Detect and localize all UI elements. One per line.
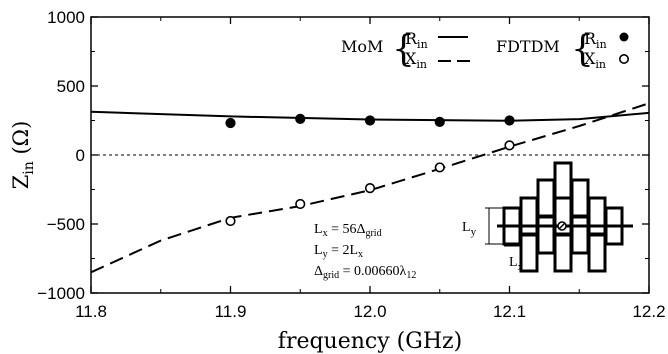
patch	[553, 233, 573, 273]
patch	[553, 161, 573, 201]
legend-group-mom: MoM	[341, 37, 383, 56]
legend-entry-mom-xin: Xin	[405, 49, 427, 71]
y-axis-label: Zin (Ω)	[9, 121, 37, 190]
fdtdm-xin-point	[295, 198, 306, 210]
x-tick-label: 12.2	[632, 302, 665, 321]
fdtdm-xin-point	[434, 162, 445, 173]
annotation-lx: Lx = 56Δgrid	[314, 222, 382, 239]
legend-entry-fdtdm-rin: Rin	[584, 29, 607, 51]
legend-entry-fdtdm-xin: Xin	[584, 49, 606, 71]
patch	[587, 233, 607, 273]
legend-open-marker	[618, 53, 629, 64]
legend-entry-mom-rin: Rin	[405, 29, 428, 51]
patch	[587, 196, 607, 236]
fdtdm-rin-point	[364, 115, 376, 126]
fdtdm-rin-point	[295, 113, 306, 124]
patch	[536, 215, 556, 255]
fdtdm-rin-point	[504, 115, 515, 126]
y-tick-label: −1000	[37, 284, 85, 303]
inset-label-ly: Ly	[462, 220, 477, 238]
legend-brace-mom: {	[392, 29, 415, 70]
patch	[519, 196, 539, 236]
y-tick-label: 500	[57, 77, 85, 96]
patch	[570, 215, 590, 255]
annotation-ly: Ly = 2Lx	[314, 243, 363, 260]
x-tick-label: 11.8	[75, 302, 107, 321]
legend-group-fdtdm: FDTDM	[496, 37, 560, 56]
antenna-inset-diagram	[485, 161, 633, 273]
x-tick-label: 12.1	[493, 302, 526, 321]
fdtdm-rin-point	[225, 117, 236, 129]
patch	[519, 233, 539, 273]
series-line-mom-xin	[90, 102, 650, 274]
legend: MoM { Rin Xin FDTDM { Rin Xin	[341, 29, 629, 71]
y-tick-label: 0	[76, 146, 85, 165]
legend-filled-marker	[619, 32, 629, 42]
patch	[570, 178, 590, 218]
fdtdm-xin-point	[225, 215, 236, 227]
fdtdm-rin-point	[434, 116, 445, 127]
legend-brace-fdtdm: {	[571, 29, 594, 70]
fdtdm-xin-point	[364, 183, 376, 194]
parameter-annotation: Lx = 56Δgrid Ly = 2Lx Δgrid = 0.00660λ12	[314, 222, 416, 281]
x-tick-label: 11.9	[215, 302, 247, 321]
inset-label-lx: Lx	[509, 255, 524, 273]
annotation-dgrid: Δgrid = 0.00660λ12	[314, 264, 416, 281]
feed-point-mark	[558, 222, 566, 230]
y-tick-label: 1000	[47, 8, 85, 27]
x-tick-label: 12.0	[353, 302, 386, 321]
fdtdm-xin-point	[504, 140, 515, 151]
patch	[536, 178, 556, 218]
x-axis-label: frequency (GHz)	[278, 329, 462, 354]
y-tick-label: −500	[47, 215, 85, 234]
